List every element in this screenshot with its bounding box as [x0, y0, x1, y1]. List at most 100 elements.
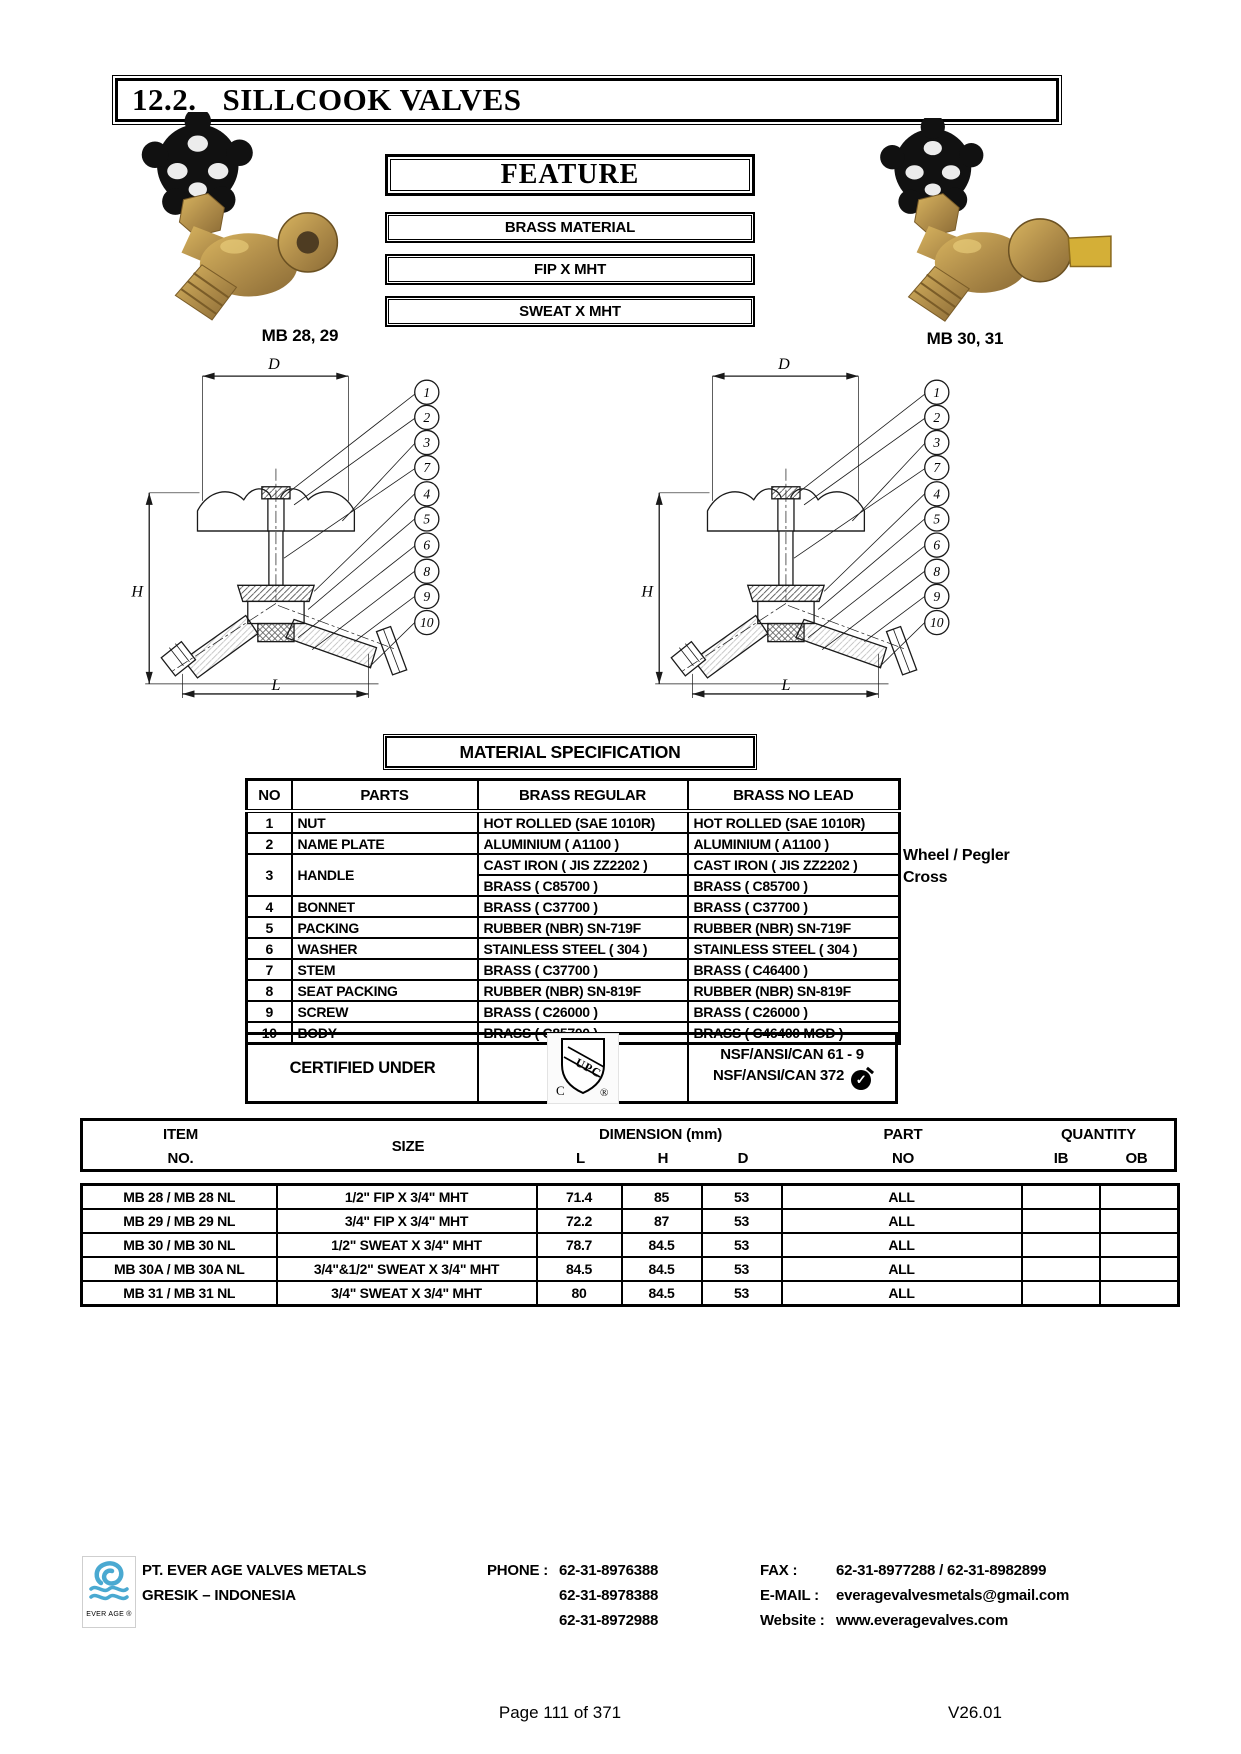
cell-no: 6	[245, 937, 293, 960]
cell-h: 84.5	[620, 1280, 703, 1307]
material-spec-table: NO PARTS BRASS REGULAR BRASS NO LEAD 1 NU…	[245, 778, 901, 1045]
cell-no: 4	[245, 895, 293, 918]
col-part-no: NO	[891, 1150, 915, 1167]
cell-part: WASHER	[290, 937, 479, 960]
handle-type-note-line2: Cross	[903, 869, 948, 886]
certified-under-box: CERTIFIED UNDER UPC C ® NSF/ANSI/CAN 61 …	[245, 1032, 898, 1104]
col-ob: OB	[1125, 1150, 1148, 1167]
cell-size: 1/2" SWEAT X 3/4" MHT	[275, 1232, 538, 1258]
certified-under-label: CERTIFIED UNDER	[289, 1058, 436, 1077]
cell-no-lead: RUBBER (NBR) SN-719F	[686, 916, 901, 939]
nsf-cert-line2: NSF/ANSI/CAN 372	[712, 1067, 845, 1084]
callout-2: 2	[423, 410, 430, 425]
callout-6: 6	[933, 538, 940, 553]
valve-section-drawing: 1 2 3 7 4 5 6 8 9 10 D H L	[640, 356, 950, 698]
cell-size: 3/4"&1/2" SWEAT X 3/4" MHT	[275, 1256, 538, 1282]
cell-part: SEAT PACKING	[290, 979, 479, 1002]
valve-section-drawing: 1 2 3 7 4 5 6 8 9 10 D H L	[130, 356, 440, 698]
cell-ib	[1020, 1256, 1101, 1282]
cell-no-lead: BRASS ( C85700 )	[686, 874, 901, 897]
cell-item: MB 31 / MB 31 NL	[80, 1280, 278, 1307]
col-brass-regular: BRASS REGULAR	[476, 778, 689, 813]
upc-logo-cell: UPC C ®	[479, 1032, 689, 1104]
cell-no-lead: RUBBER (NBR) SN-819F	[686, 979, 901, 1002]
nsf-cert-line1: NSF/ANSI/CAN 61 - 9	[720, 1046, 864, 1063]
cell-no: 1	[245, 810, 293, 834]
dim-label-h: H	[640, 583, 654, 600]
material-row: 5 PACKING RUBBER (NBR) SN-719F RUBBER (NBR)…	[245, 916, 901, 939]
callout-3: 3	[422, 435, 430, 450]
cell-no: 3	[245, 853, 293, 897]
cell-item: MB 28 / MB 28 NL	[80, 1183, 278, 1210]
nsf-cert-line2-wrap: NSF/ANSI/CAN 372 ✓	[712, 1067, 872, 1090]
material-row-handle: 3 HANDLE CAST IRON ( JIS ZZ2202 ) CAST IRON…	[245, 853, 901, 897]
valve-photo-right	[880, 118, 1112, 322]
cell-size: 3/4" SWEAT X 3/4" MHT	[275, 1280, 538, 1307]
callout-7: 7	[423, 460, 431, 475]
drawing-left: 1 2 3 7 4 5 6 8 9 10 D H L	[122, 352, 454, 709]
cell-no: 7	[245, 958, 293, 981]
everage-logo-text: EVER AGE ®	[86, 1611, 132, 1618]
col-parts: PARTS	[290, 778, 479, 813]
cell-regular: HOT ROLLED (SAE 1010R)	[476, 810, 689, 834]
cell-regular: ALUMINIUM ( A1100 )	[476, 832, 689, 855]
feature-item-label: SWEAT X MHT	[519, 303, 621, 320]
callout-10: 10	[930, 615, 944, 630]
phone-number-3: 62-31-8972988	[559, 1612, 659, 1629]
cell-l: 72.2	[535, 1208, 623, 1234]
cell-l: 71.4	[535, 1183, 623, 1210]
feature-title-box: FEATURE	[385, 154, 755, 196]
cell-no-lead: BRASS ( C26000 )	[686, 1000, 901, 1023]
cell-h: 84.5	[620, 1232, 703, 1258]
company-city: GRESIK – INDONESIA	[142, 1587, 296, 1604]
callout-8: 8	[933, 564, 940, 579]
page-number: Page 111 of 371	[498, 1703, 622, 1722]
dim-label-l: L	[780, 677, 790, 694]
feature-item-label: BRASS MATERIAL	[504, 219, 636, 236]
drawing-right: 1 2 3 7 4 5 6 8 9 10 D H L	[632, 352, 964, 709]
cell-no-lead: CAST IRON ( JIS ZZ2202 )	[686, 853, 901, 876]
handle-type-note: Wheel / Pegler Cross	[903, 845, 1010, 889]
dim-label-h: H	[130, 583, 144, 600]
callout-9: 9	[933, 589, 940, 604]
upc-registered-mark: ®	[600, 1087, 608, 1097]
callout-4: 4	[933, 486, 940, 501]
item-row-mb29: MB 29 / MB 29 NL 3/4" FIP X 3/4" MHT 72.2 8…	[80, 1208, 1180, 1234]
cell-regular: STAINLESS STEEL ( 304 )	[476, 937, 689, 960]
photo-caption-right: MB 30, 31	[926, 329, 1004, 348]
col-dim-d: D	[737, 1150, 749, 1167]
valve-photo-left	[141, 112, 339, 321]
cell-item: MB 30A / MB 30A NL	[80, 1256, 278, 1282]
material-row: 7 STEM BRASS ( C37700 ) BRASS ( C46400 )	[245, 958, 901, 981]
fax-label: FAX :	[760, 1562, 798, 1579]
phone-number-2: 62-31-8978388	[559, 1587, 659, 1604]
item-row-mb30: MB 30 / MB 30 NL 1/2" SWEAT X 3/4" MHT 78.…	[80, 1232, 1180, 1258]
company-address: PT. EVER AGE VALVES METALS GRESIK – INDO…	[142, 1558, 366, 1608]
material-spec-title: MATERIAL SPECIFICATION	[383, 734, 757, 770]
callout-3: 3	[932, 435, 940, 450]
phone-label: PHONE :	[487, 1562, 549, 1579]
cell-regular: RUBBER (NBR) SN-719F	[476, 916, 689, 939]
material-header-row: NO PARTS BRASS REGULAR BRASS NO LEAD	[245, 778, 901, 813]
col-dimension: DIMENSION (mm)	[598, 1126, 723, 1143]
fax-numbers: 62-31-8977288 / 62-31-8982899	[836, 1562, 1047, 1579]
everage-logo-icon	[89, 1561, 129, 1601]
cell-part: SCREW	[290, 1000, 479, 1023]
callout-2: 2	[933, 410, 940, 425]
cell-ib	[1020, 1280, 1101, 1307]
material-row: 2 NAME PLATE ALUMINIUM ( A1100 ) ALUMINIUM …	[245, 832, 901, 855]
phone-number-1: 62-31-8976388	[559, 1562, 659, 1579]
website-value: www.everagevalves.com	[836, 1612, 1009, 1629]
col-part: PART	[883, 1126, 923, 1143]
cell-part: STEM	[290, 958, 479, 981]
dim-label-l: L	[270, 677, 280, 694]
website-label: Website :	[760, 1612, 825, 1629]
item-row-mb31: MB 31 / MB 31 NL 3/4" SWEAT X 3/4" MHT 80 8…	[80, 1280, 1180, 1307]
cell-h: 84.5	[620, 1256, 703, 1282]
upc-shield-icon: UPC C ®	[556, 1037, 608, 1099]
col-no: NO	[245, 778, 293, 813]
item-row-mb28: MB 28 / MB 28 NL 1/2" FIP X 3/4" MHT 71.4 8…	[80, 1183, 1180, 1210]
col-quantity: QUANTITY	[1060, 1126, 1137, 1143]
cell-no: 9	[245, 1000, 293, 1023]
cell-part: BONNET	[290, 895, 479, 918]
